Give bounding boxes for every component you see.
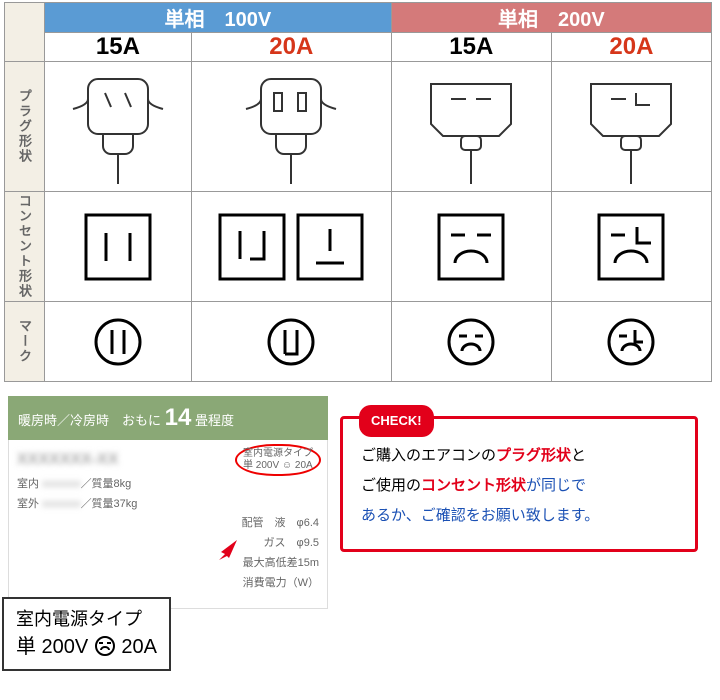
- amp-0: 15A: [45, 33, 192, 62]
- bottom-section: 暖房時／冷房時 おもに 14 畳程度 XXXXXXX-XX 室内 xxxxxxx…: [0, 384, 720, 621]
- spec-extra2: ガス φ9.5: [17, 534, 319, 554]
- spec-header-pre: 暖房時／冷房時 おもに: [18, 413, 161, 428]
- amp-2: 15A: [391, 33, 551, 62]
- plug-100v-15a: [45, 62, 192, 192]
- plug-table: 単相 100V 単相 200V 15A 20A 15A 20A プラグ形状 コン…: [4, 2, 712, 382]
- outlet-200v-20a: [551, 192, 711, 302]
- spec-extra4: 消費電力（W）: [17, 574, 319, 594]
- spec-header-num: 14: [165, 404, 192, 431]
- spec-l0l: 室内: [17, 478, 39, 490]
- check-tag: CHECK!: [359, 405, 434, 437]
- mark-200v-20a: [551, 302, 711, 382]
- circled-power-type: 室内電源タイプ 単 200V ☺ 20A: [235, 444, 321, 476]
- row-label-plug: プラグ形状: [5, 62, 45, 192]
- plug-200v-15a: [391, 62, 551, 192]
- spec-extra3: 最大高低差15m: [17, 554, 319, 574]
- row-label-mark: マーク: [5, 302, 45, 382]
- spec-l0r: ／質量8kg: [81, 478, 132, 490]
- spec-header-post: 畳程度: [195, 413, 234, 428]
- spec-body: XXXXXXX-XX 室内 xxxxxxx／質量8kg 室外 xxxxxxx／質…: [8, 440, 328, 609]
- check-box: CHECK! ご購入のエアコンのプラグ形状とご使用のコンセント形状が同じであるか…: [340, 416, 698, 552]
- arrow-icon: [215, 538, 239, 562]
- spec-card: 暖房時／冷房時 おもに 14 畳程度 XXXXXXX-XX 室内 xxxxxxx…: [8, 396, 328, 609]
- spec-header: 暖房時／冷房時 おもに 14 畳程度: [8, 396, 328, 440]
- header-100v: 単相 100V: [45, 3, 392, 33]
- spec-extra1: 配管 液 φ6.4: [17, 514, 319, 534]
- row-label-outlet: コンセント形状: [5, 192, 45, 302]
- outlet-200v-15a: [391, 192, 551, 302]
- zoom-mark-icon: [94, 635, 116, 657]
- mark-200v-15a: [391, 302, 551, 382]
- spec-l1r: ／質量37kg: [81, 498, 138, 510]
- plug-100v-20a: [191, 62, 391, 192]
- check-text: ご購入のエアコンのプラグ形状とご使用のコンセント形状が同じであるか、ご確認をお願…: [361, 441, 677, 531]
- corner-cell: [5, 3, 45, 62]
- outlet-100v-20a: [191, 192, 391, 302]
- zoom-l1: 室内電源タイプ: [16, 607, 157, 632]
- header-200v: 単相 200V: [391, 3, 711, 33]
- zoom-box: 室内電源タイプ 単 200V 20A: [2, 597, 171, 670]
- zoom-l2: 単 200V 20A: [16, 633, 157, 661]
- circled-l1: 室内電源タイプ: [243, 448, 313, 460]
- spec-l1l: 室外: [17, 498, 39, 510]
- mark-100v-20a: [191, 302, 391, 382]
- circled-l2: 単 200V ☺ 20A: [243, 460, 313, 472]
- amp-3: 20A: [551, 33, 711, 62]
- mark-100v-15a: [45, 302, 192, 382]
- plug-200v-20a: [551, 62, 711, 192]
- outlet-100v-15a: [45, 192, 192, 302]
- amp-1: 20A: [191, 33, 391, 62]
